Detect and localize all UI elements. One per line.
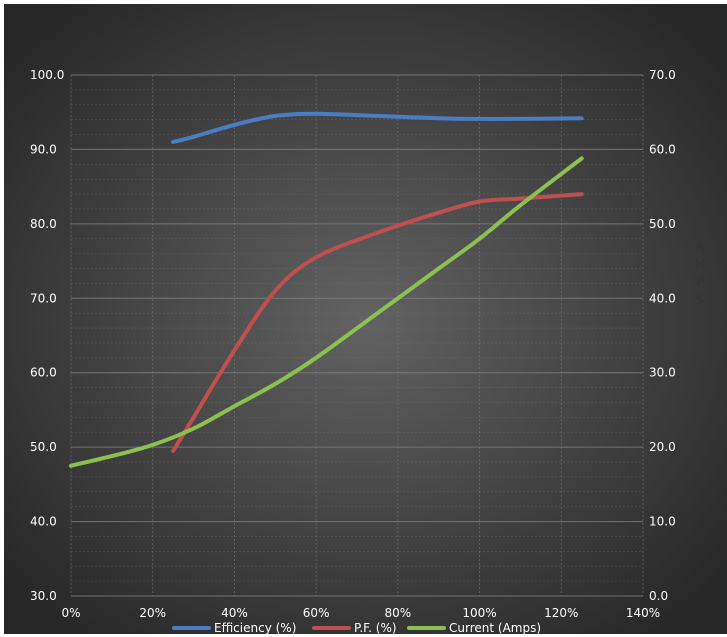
- x-axis-tick-label: 80%: [385, 606, 412, 620]
- x-axis-tick-label: 60%: [303, 606, 330, 620]
- axes: 30.0 40.0 50.0 60.0 70.0 80.0 90.0 100.0 0.0 10.0…: [30, 68, 676, 620]
- right-axis-label-letter: S: [696, 293, 704, 307]
- right-axis-tick-label: 40.0: [649, 291, 676, 305]
- right-axis-label-letter: P: [696, 275, 703, 289]
- right-axis-tick-label: 30.0: [649, 366, 676, 380]
- legend-label-current-amps: Current (Amps): [449, 621, 541, 635]
- legend-label-p-f: P.F. (%): [354, 621, 397, 635]
- right-axis-tick-label: 20.0: [649, 440, 676, 454]
- series-lines: [69, 111, 584, 468]
- left-axis-tick-label: 40.0: [30, 515, 57, 529]
- left-axis-tick-label: 60.0: [30, 366, 57, 380]
- x-axis-tick-label: 0%: [61, 606, 80, 620]
- left-axis-tick-label: 30.0: [30, 589, 57, 603]
- right-axis-label-letter: M: [695, 257, 705, 271]
- legend: Efficiency (%) P.F. (%) Current (Amps): [172, 621, 541, 635]
- left-axis-tick-label: 100.0: [30, 68, 64, 82]
- series-line-efficiency: [171, 111, 584, 144]
- left-axis-tick-label: 80.0: [30, 217, 57, 231]
- left-axis-tick-label: 50.0: [30, 440, 57, 454]
- right-axis-label-letter: A: [696, 239, 705, 253]
- right-axis-tick-label: 60.0: [649, 142, 676, 156]
- right-axis-tick-label: 50.0: [649, 217, 676, 231]
- left-axis-tick-label: 90.0: [30, 142, 57, 156]
- x-axis-tick-label: 140%: [626, 606, 660, 620]
- series-line-p-f: [171, 192, 584, 453]
- right-axis-tick-label: 0.0: [649, 589, 668, 603]
- right-axis-tick-label: 70.0: [649, 68, 676, 82]
- left-axis-tick-label: 70.0: [30, 291, 57, 305]
- legend-label-efficiency: Efficiency (%): [214, 621, 296, 635]
- series-line-current-amps: [69, 156, 584, 468]
- plot-background: [4, 4, 727, 634]
- right-axis-tick-label: 10.0: [649, 515, 676, 529]
- x-axis-tick-label: 100%: [462, 606, 496, 620]
- x-axis-tick-label: 40%: [221, 606, 248, 620]
- x-axis-tick-label: 120%: [544, 606, 578, 620]
- x-axis-tick-label: 20%: [139, 606, 166, 620]
